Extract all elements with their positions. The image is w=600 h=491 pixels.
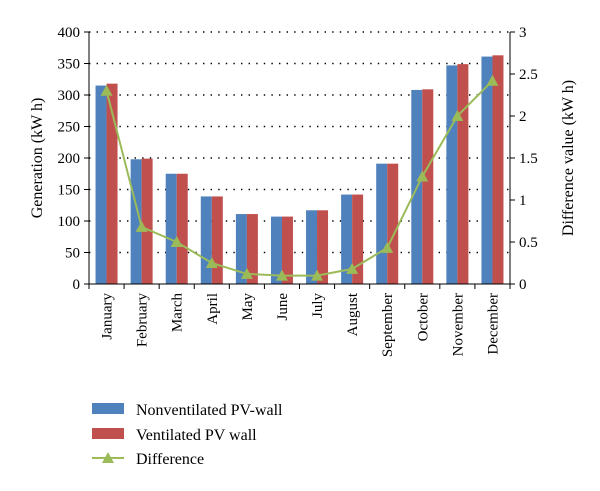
y-tick-label: 200 [58,151,81,167]
y2-tick-label: 0.5 [519,235,538,251]
bar-ventilated [317,210,329,284]
y-tick-label: 100 [58,214,81,230]
x-category-label: December [485,293,501,355]
x-category-label: October [415,293,431,341]
y-tick-label: 300 [58,88,81,104]
difference-marker [170,236,183,247]
x-category-label: November [450,293,466,356]
y2-tick-label: 2.5 [519,67,538,83]
legend-label: Difference [136,451,204,468]
bar-nonventilated [481,56,493,284]
y-tick-label: 250 [58,120,81,136]
bar-nonventilated [165,173,177,284]
bar-nonventilated [95,85,107,284]
x-category-label: September [380,293,396,357]
difference-marker [205,257,218,268]
y-tick-label: 400 [58,25,81,41]
y2-tick-label: 0 [519,277,527,293]
y-tick-label: 150 [58,183,81,199]
legend-label: Ventilated PV wall [136,427,257,444]
legend-swatch [92,403,124,414]
bars [95,55,504,285]
bar-nonventilated [130,159,142,284]
x-category-label: June [275,293,291,321]
bar-nonventilated [200,196,212,284]
bar-nonventilated [341,194,353,284]
difference-marker [275,269,288,281]
x-category-label: January [100,293,116,340]
y-tick-label: 50 [65,246,80,262]
bar-ventilated [352,194,364,284]
difference-marker [311,269,324,281]
difference-line [100,74,499,281]
legend-label: Nonventilated PV-wall [136,402,283,419]
x-category-label: April [205,293,221,325]
bar-ventilated [387,163,399,284]
y2-axis-title: Difference value (kW h) [560,80,577,236]
y-tick-label: 350 [58,57,81,73]
bar-ventilated [106,83,118,284]
difference-line-path [105,80,494,277]
x-category-label: August [345,292,361,336]
bar-nonventilated [270,216,282,284]
left-axis-ticks: 0 50 100 150 200 250 300 350 400 [58,25,89,293]
bar-ventilated [422,89,434,284]
bar-ventilated [457,64,469,284]
bar-ventilated [246,214,258,284]
bar-nonventilated [306,210,318,284]
bar-nonventilated [446,65,458,284]
bar-ventilated [176,173,188,284]
y-axis-title: Generation (kW h) [29,98,46,219]
bar-nonventilated [235,214,247,284]
bar-ventilated [141,158,153,284]
y2-tick-label: 2 [519,109,527,125]
x-category-label: February [135,293,151,348]
y2-tick-label: 3 [519,25,527,41]
bar-ventilated [492,55,504,285]
difference-marker [346,262,359,274]
x-category-label: March [170,293,186,333]
difference-marker [416,170,429,182]
gridlines [89,31,510,254]
bar-ventilated [211,196,223,284]
legend-marker [102,452,114,463]
x-category-label: May [240,293,256,321]
right-axis-ticks: 0 0.5 1 1.5 2 2.5 3 [510,25,538,293]
x-axis-labels: January February March April May June July Augu… [88,284,511,357]
difference-marker [240,267,253,279]
difference-marker [451,110,464,121]
bar-ventilated [281,216,293,284]
difference-marker [135,220,148,232]
difference-marker [381,241,394,253]
y2-tick-label: 1 [519,193,527,209]
legend-swatch [92,428,124,439]
difference-marker [486,74,499,86]
x-category-label: July [310,293,326,319]
difference-marker [100,84,113,96]
y2-tick-label: 1.5 [519,151,538,167]
bar-nonventilated [376,163,388,284]
y-tick-label: 0 [73,277,81,293]
legend: Nonventilated PV-wall Ventilated PV wall D… [92,402,283,468]
